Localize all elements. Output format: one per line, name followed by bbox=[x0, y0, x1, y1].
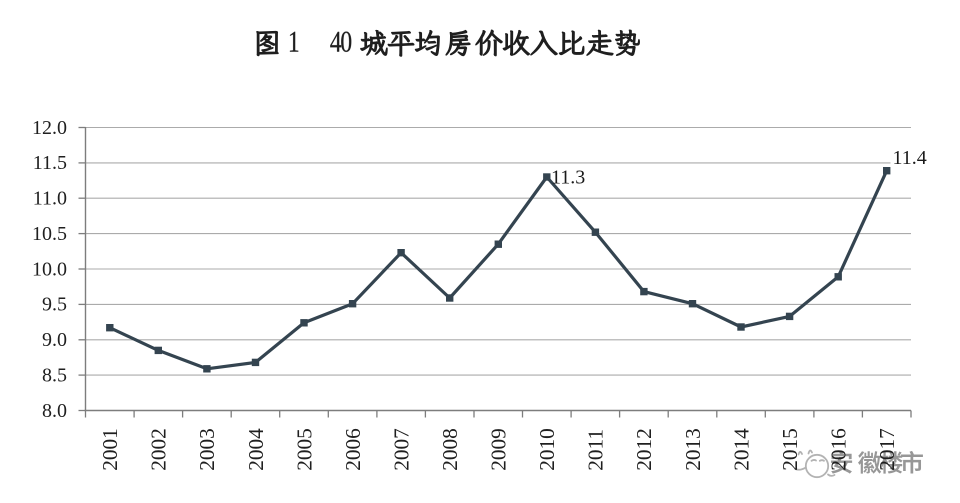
svg-text:2008: 2008 bbox=[438, 428, 462, 471]
svg-text:2012: 2012 bbox=[632, 428, 656, 471]
svg-text:2003: 2003 bbox=[195, 428, 219, 471]
svg-text:9.0: 9.0 bbox=[42, 329, 67, 351]
svg-text:9.5: 9.5 bbox=[42, 294, 67, 316]
svg-text:2011: 2011 bbox=[584, 429, 608, 471]
svg-text:2014: 2014 bbox=[729, 428, 753, 471]
svg-text:2013: 2013 bbox=[681, 428, 705, 471]
svg-text:11.0: 11.0 bbox=[33, 188, 67, 210]
svg-text:10.5: 10.5 bbox=[32, 223, 67, 245]
svg-text:11.5: 11.5 bbox=[33, 152, 67, 174]
svg-text:8.5: 8.5 bbox=[42, 364, 67, 386]
svg-text:2004: 2004 bbox=[244, 428, 268, 471]
svg-text:8.0: 8.0 bbox=[42, 400, 67, 422]
svg-text:2016: 2016 bbox=[827, 428, 851, 471]
svg-text:2005: 2005 bbox=[292, 428, 316, 471]
svg-text:11.3: 11.3 bbox=[551, 167, 585, 189]
svg-text:2010: 2010 bbox=[535, 428, 559, 471]
svg-text:2006: 2006 bbox=[341, 428, 365, 471]
svg-text:2009: 2009 bbox=[487, 428, 511, 471]
svg-text:2015: 2015 bbox=[778, 428, 802, 471]
svg-text:12.0: 12.0 bbox=[32, 117, 67, 139]
svg-text:11.4: 11.4 bbox=[893, 147, 927, 169]
svg-text:2001: 2001 bbox=[98, 428, 122, 471]
svg-text:10.0: 10.0 bbox=[32, 258, 67, 280]
svg-text:2007: 2007 bbox=[389, 428, 413, 471]
svg-text:2002: 2002 bbox=[147, 428, 171, 471]
svg-text:2017: 2017 bbox=[875, 428, 899, 471]
